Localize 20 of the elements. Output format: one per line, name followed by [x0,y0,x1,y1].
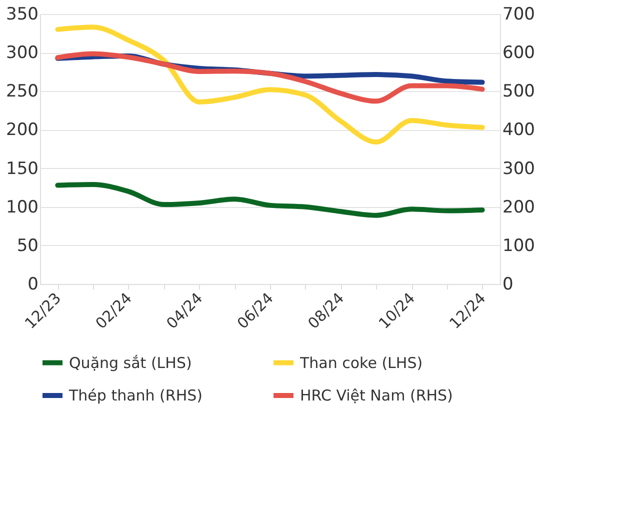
y-tick-label: 350 [6,4,38,24]
y-tick-label: 50 [16,236,38,256]
y2-tick-label: 200 [502,197,535,218]
y2-tick-label: 300 [502,158,535,179]
y2-tick-label: 100 [502,236,535,256]
y2-tick-label: 600 [502,43,535,64]
y2-tick-label: 0 [502,274,514,294]
legend-label: HRC Việt Nam (RHS) [300,386,453,404]
y-tick-label: 250 [6,82,38,102]
y-tick-label: 0 [28,274,38,294]
y-tick-label: 150 [6,158,38,179]
legend-label: Than coke (LHS) [299,354,423,372]
legend-label: Quặng sắt (LHS) [69,354,192,372]
y2-tick-label: 400 [502,120,535,140]
y-tick-label: 200 [6,120,38,140]
y2-tick-label: 500 [502,82,535,102]
y-tick-label: 100 [6,197,38,218]
y2-tick-label: 700 [502,4,535,24]
legend-label: Thép thanh (RHS) [68,386,202,404]
y-tick-label: 300 [6,43,38,64]
